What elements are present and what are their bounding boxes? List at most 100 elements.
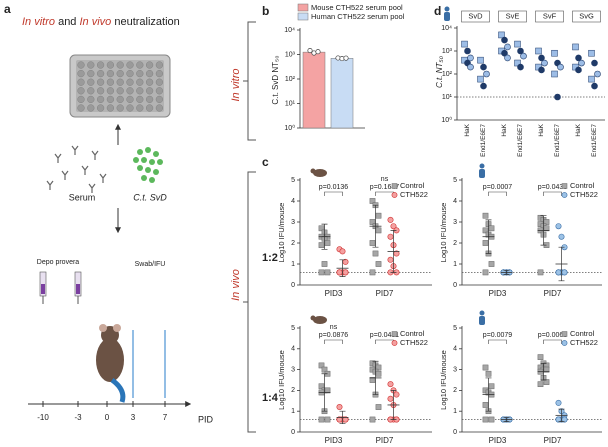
well [155,61,164,69]
point [485,370,492,377]
x-tick-label: PID3 [325,436,343,445]
well [146,95,154,104]
y-tick-label: 2 [291,240,295,247]
y-tick-label: 4 [291,198,295,205]
y-tick-label: 10⁴ [284,27,295,34]
point [501,36,508,44]
x-tick-label: HaK [464,123,471,136]
legend-label: Mouse CTH522 serum pool [311,3,403,12]
group-box [461,10,490,23]
point [387,395,394,402]
point [594,70,601,78]
well [106,87,115,95]
syringe-fill [41,284,45,294]
y-tick-label: 0 [291,429,295,436]
well [87,104,95,112]
p-value: p=0.0430 [538,184,567,191]
antibody [71,145,79,155]
title-part: In vitro [22,16,55,28]
well [136,95,144,104]
point [375,364,382,371]
title-part: neutralization [111,16,180,28]
serum-label: Serum [69,192,96,202]
point [369,269,376,276]
bar [330,58,354,129]
well [87,61,95,69]
point [369,377,376,383]
y-tick-label: 3 [453,366,457,373]
point [369,416,376,423]
antibody [88,183,96,193]
point [482,269,489,276]
error-bar [339,259,346,277]
depo-label: Depo provera [37,259,80,266]
timeline-ticks: -10 -3 0 3 7 [37,401,168,422]
well [87,78,95,86]
legend-swatch [297,3,309,12]
icon-body [444,12,450,21]
point [482,212,489,219]
y-axis-label: Log10 IFU/mouse [277,203,286,263]
point [390,223,397,230]
timeline-label: -3 [74,413,82,422]
point [488,416,495,423]
point [480,82,487,90]
p-value: p=0.1647 [370,184,399,191]
y-axis-label: C.t. NT₅₀ [435,55,444,88]
y-tick-label: 1 [291,261,295,268]
well [155,78,164,86]
icon-body [479,316,485,325]
point [498,31,505,39]
y-tick-label: 1 [291,408,295,415]
group-label: SvF [543,11,557,20]
legend-swatch [561,331,568,337]
point [517,63,524,71]
point [541,59,548,67]
well [146,61,154,69]
well [87,95,95,104]
bacterium [141,175,147,181]
y-axis-label: C.t. SvD NT₅₀ [271,55,280,104]
point [321,261,328,267]
point [488,261,495,267]
legend-label: Control [570,329,595,338]
point [482,402,489,408]
point [517,47,524,55]
well [116,104,124,112]
antibody [81,165,89,175]
point [372,250,379,257]
error-bar [503,417,510,422]
y-tick-label: 3 [453,219,457,226]
legend-swatch [561,340,568,346]
y-tick-label: 5 [291,177,295,184]
dilution-label: 1:2 [262,252,278,264]
point [551,70,558,78]
y-tick-label: 10⁴ [441,25,452,32]
point [482,240,489,246]
well [116,87,124,95]
error-bar [485,377,492,412]
panel-label: b [262,4,269,18]
x-tick-label: End1/E6E7 [554,124,561,157]
p-value: p=0.0065 [538,332,567,339]
x-tick-label: PID3 [325,289,343,298]
point [535,47,542,55]
point [554,93,561,101]
point [307,47,313,54]
y-tick-label: 4 [291,346,295,353]
error-bar [540,363,547,381]
legend-swatch [561,192,568,198]
point [588,75,595,83]
point [387,381,394,388]
bacterium [141,157,147,163]
point [387,233,394,240]
point [321,366,328,373]
group-box [572,10,601,23]
icon-head [444,6,450,12]
point [461,40,468,48]
timeline-label: -10 [37,413,49,422]
well [126,78,134,86]
group-label: SvE [506,11,520,20]
group-box [535,10,564,23]
